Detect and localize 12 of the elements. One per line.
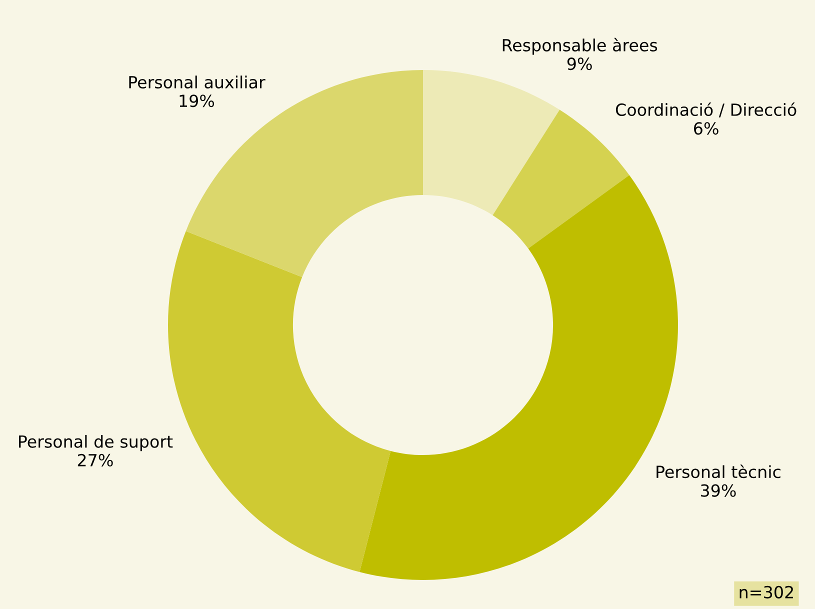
data-label: 27% bbox=[78, 454, 113, 467]
donut-slice bbox=[423, 70, 560, 216]
slice-label: Coordinació / Direcció bbox=[616, 102, 796, 118]
text: n=302 bbox=[740, 586, 793, 598]
data-label: 39% bbox=[700, 484, 736, 497]
slice-label: Personal tècnic bbox=[656, 464, 780, 478]
data-label: 19% bbox=[180, 94, 214, 108]
data-label: 9% bbox=[567, 58, 592, 70]
slice-label: Responsable àrees bbox=[502, 38, 658, 55]
slice-label: Personal auxiliar bbox=[129, 76, 266, 89]
slice-label: Personal de suport bbox=[19, 434, 173, 452]
data-label: 6% bbox=[694, 122, 718, 135]
